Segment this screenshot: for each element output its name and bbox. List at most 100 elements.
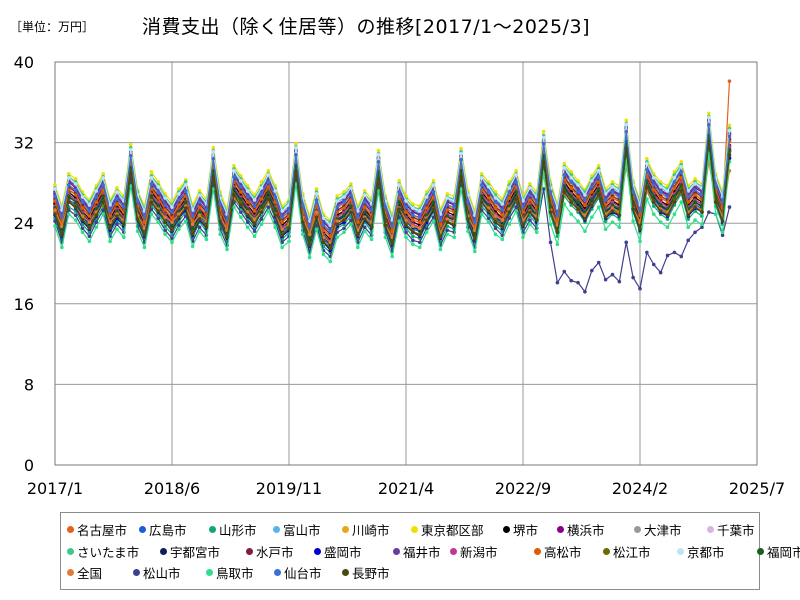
series-point-19 (362, 193, 367, 197)
series-point-21 (87, 220, 92, 224)
series-point-3 (170, 232, 174, 237)
series-point-23 (328, 259, 333, 264)
legend-marker (411, 526, 418, 533)
series-point-24 (596, 175, 601, 179)
series-point-25 (87, 226, 92, 231)
series-point-19 (170, 205, 174, 209)
series-point-25 (170, 228, 174, 233)
series-point-22 (700, 225, 704, 230)
series-point-23 (658, 220, 663, 224)
series-point-21 (307, 232, 312, 237)
series-point-24 (321, 223, 326, 228)
series-point-24 (713, 183, 718, 187)
series-point-6 (232, 163, 236, 168)
series-point-23 (665, 225, 670, 230)
series-point-23 (651, 212, 656, 216)
series-point-3 (686, 217, 690, 221)
series-point-24 (707, 122, 711, 127)
series-point-21 (493, 214, 498, 218)
series-point-6 (101, 172, 105, 176)
series-point-23 (66, 212, 71, 216)
series-point-24 (156, 190, 161, 194)
series-point-21 (190, 222, 195, 227)
legend-item: 東京都区部 (411, 520, 484, 539)
series-point-22 (693, 230, 697, 235)
series-point-23 (108, 239, 112, 244)
series-point-24 (404, 205, 408, 209)
series-point-24 (211, 156, 216, 161)
series-point-20 (576, 200, 580, 204)
series-point-19 (404, 199, 408, 203)
legend-item: 名古屋市 (67, 520, 127, 539)
series-point-24 (686, 195, 690, 199)
series-point-24 (417, 215, 422, 219)
series-point-24 (610, 190, 615, 194)
series-point-25 (135, 217, 140, 221)
series-point-22 (707, 210, 711, 214)
legend-marker (677, 547, 684, 555)
series-point-25 (576, 207, 580, 211)
series-point-19 (87, 203, 92, 207)
series-point-17 (252, 209, 257, 213)
series-point-25 (218, 219, 222, 223)
series-point-24 (651, 183, 656, 187)
series-point-19 (707, 115, 711, 120)
series-point-25 (500, 225, 505, 230)
series-point-23 (259, 222, 264, 227)
series-point-24 (342, 200, 346, 204)
series-point-20 (342, 213, 346, 217)
series-point-3 (651, 204, 656, 208)
series-point-22 (314, 223, 319, 228)
series-point-23 (128, 184, 133, 188)
series-point-25 (631, 207, 635, 211)
series-point-25 (197, 217, 202, 221)
series-point-17 (493, 206, 498, 210)
legend-label: 宇都宮市 (170, 544, 221, 560)
series-point-19 (514, 173, 518, 177)
series-point-23 (645, 197, 649, 201)
series-point-23 (479, 212, 484, 216)
series-point-23 (617, 225, 622, 230)
series-point-21 (314, 210, 319, 214)
series-point-25 (720, 219, 725, 223)
series-point-6 (335, 194, 339, 198)
series-point-17 (197, 205, 202, 209)
series-point-20 (431, 200, 436, 204)
series-point-24 (645, 168, 649, 172)
series-point-24 (245, 195, 250, 199)
series-point-23 (101, 212, 105, 216)
series-point-24 (658, 190, 663, 194)
series-point-25 (163, 220, 167, 224)
series-point-22 (576, 280, 580, 285)
series-point-25 (94, 213, 99, 217)
series-point-19 (163, 196, 167, 200)
chart-title: 消費支出（除く住居等）の推移[2017/1～2025/3] (142, 16, 591, 38)
series-point-24 (362, 200, 367, 204)
series-point-24 (383, 205, 388, 209)
series-point-24 (94, 195, 99, 199)
series-point-6 (349, 182, 353, 186)
series-point-17 (328, 234, 333, 239)
series-point-23 (300, 232, 305, 237)
series-point-23 (60, 245, 64, 250)
series-point-20 (658, 203, 663, 207)
series-point-23 (252, 234, 257, 239)
series-point-23 (528, 222, 532, 227)
x-tick-label: 2022/9 (495, 479, 551, 498)
series-point-22 (170, 236, 174, 241)
series-point-6 (73, 177, 78, 181)
series-point-6 (376, 148, 381, 153)
series-point-25 (438, 235, 443, 240)
series-point-24 (204, 208, 209, 212)
series-point-20 (362, 210, 367, 214)
legend-label: 大津市 (644, 523, 682, 538)
legend-label: 松山市 (143, 566, 181, 581)
y-tick-label: 8 (24, 375, 34, 394)
series-point-21 (170, 220, 174, 224)
legend-marker (273, 526, 280, 533)
series-point-25 (66, 200, 71, 204)
series-point-23 (115, 227, 119, 232)
series-point-25 (232, 193, 236, 197)
series-point-24 (679, 170, 684, 174)
legend-marker (67, 526, 74, 533)
